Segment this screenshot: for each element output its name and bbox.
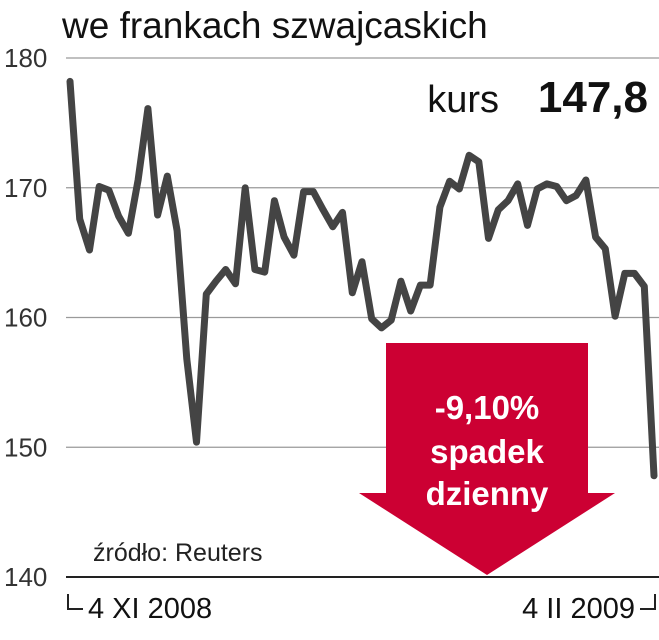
y-tick-label-140: 140 xyxy=(4,562,47,592)
rate-series-line xyxy=(66,77,658,480)
y-tick-label-160: 160 xyxy=(4,303,47,333)
callout-line-1: -9,10% xyxy=(435,389,540,426)
y-tick-label-170: 170 xyxy=(4,173,47,203)
x-start-date-label: 4 XI 2008 xyxy=(88,593,212,625)
x-axis-bracket xyxy=(67,594,656,610)
drop-callout-arrow xyxy=(359,343,615,575)
callout-line-3: dzienny xyxy=(426,475,549,512)
x-end-date-label: 4 II 2009 xyxy=(522,593,635,625)
drop-callout: -9,10% spadek dzienny xyxy=(359,343,615,575)
current-rate-value: 147,8 xyxy=(538,73,648,122)
current-rate-label: kurs xyxy=(427,79,499,121)
y-tick-label-150: 150 xyxy=(4,432,47,462)
callout-line-2: spadek xyxy=(430,433,544,470)
chart-title: we frankach szwajcaskich xyxy=(61,5,488,46)
source-note: źródło: Reuters xyxy=(93,539,263,567)
y-axis-ticks: 180 170 160 150 140 xyxy=(4,43,47,592)
y-tick-label-180: 180 xyxy=(4,43,47,73)
